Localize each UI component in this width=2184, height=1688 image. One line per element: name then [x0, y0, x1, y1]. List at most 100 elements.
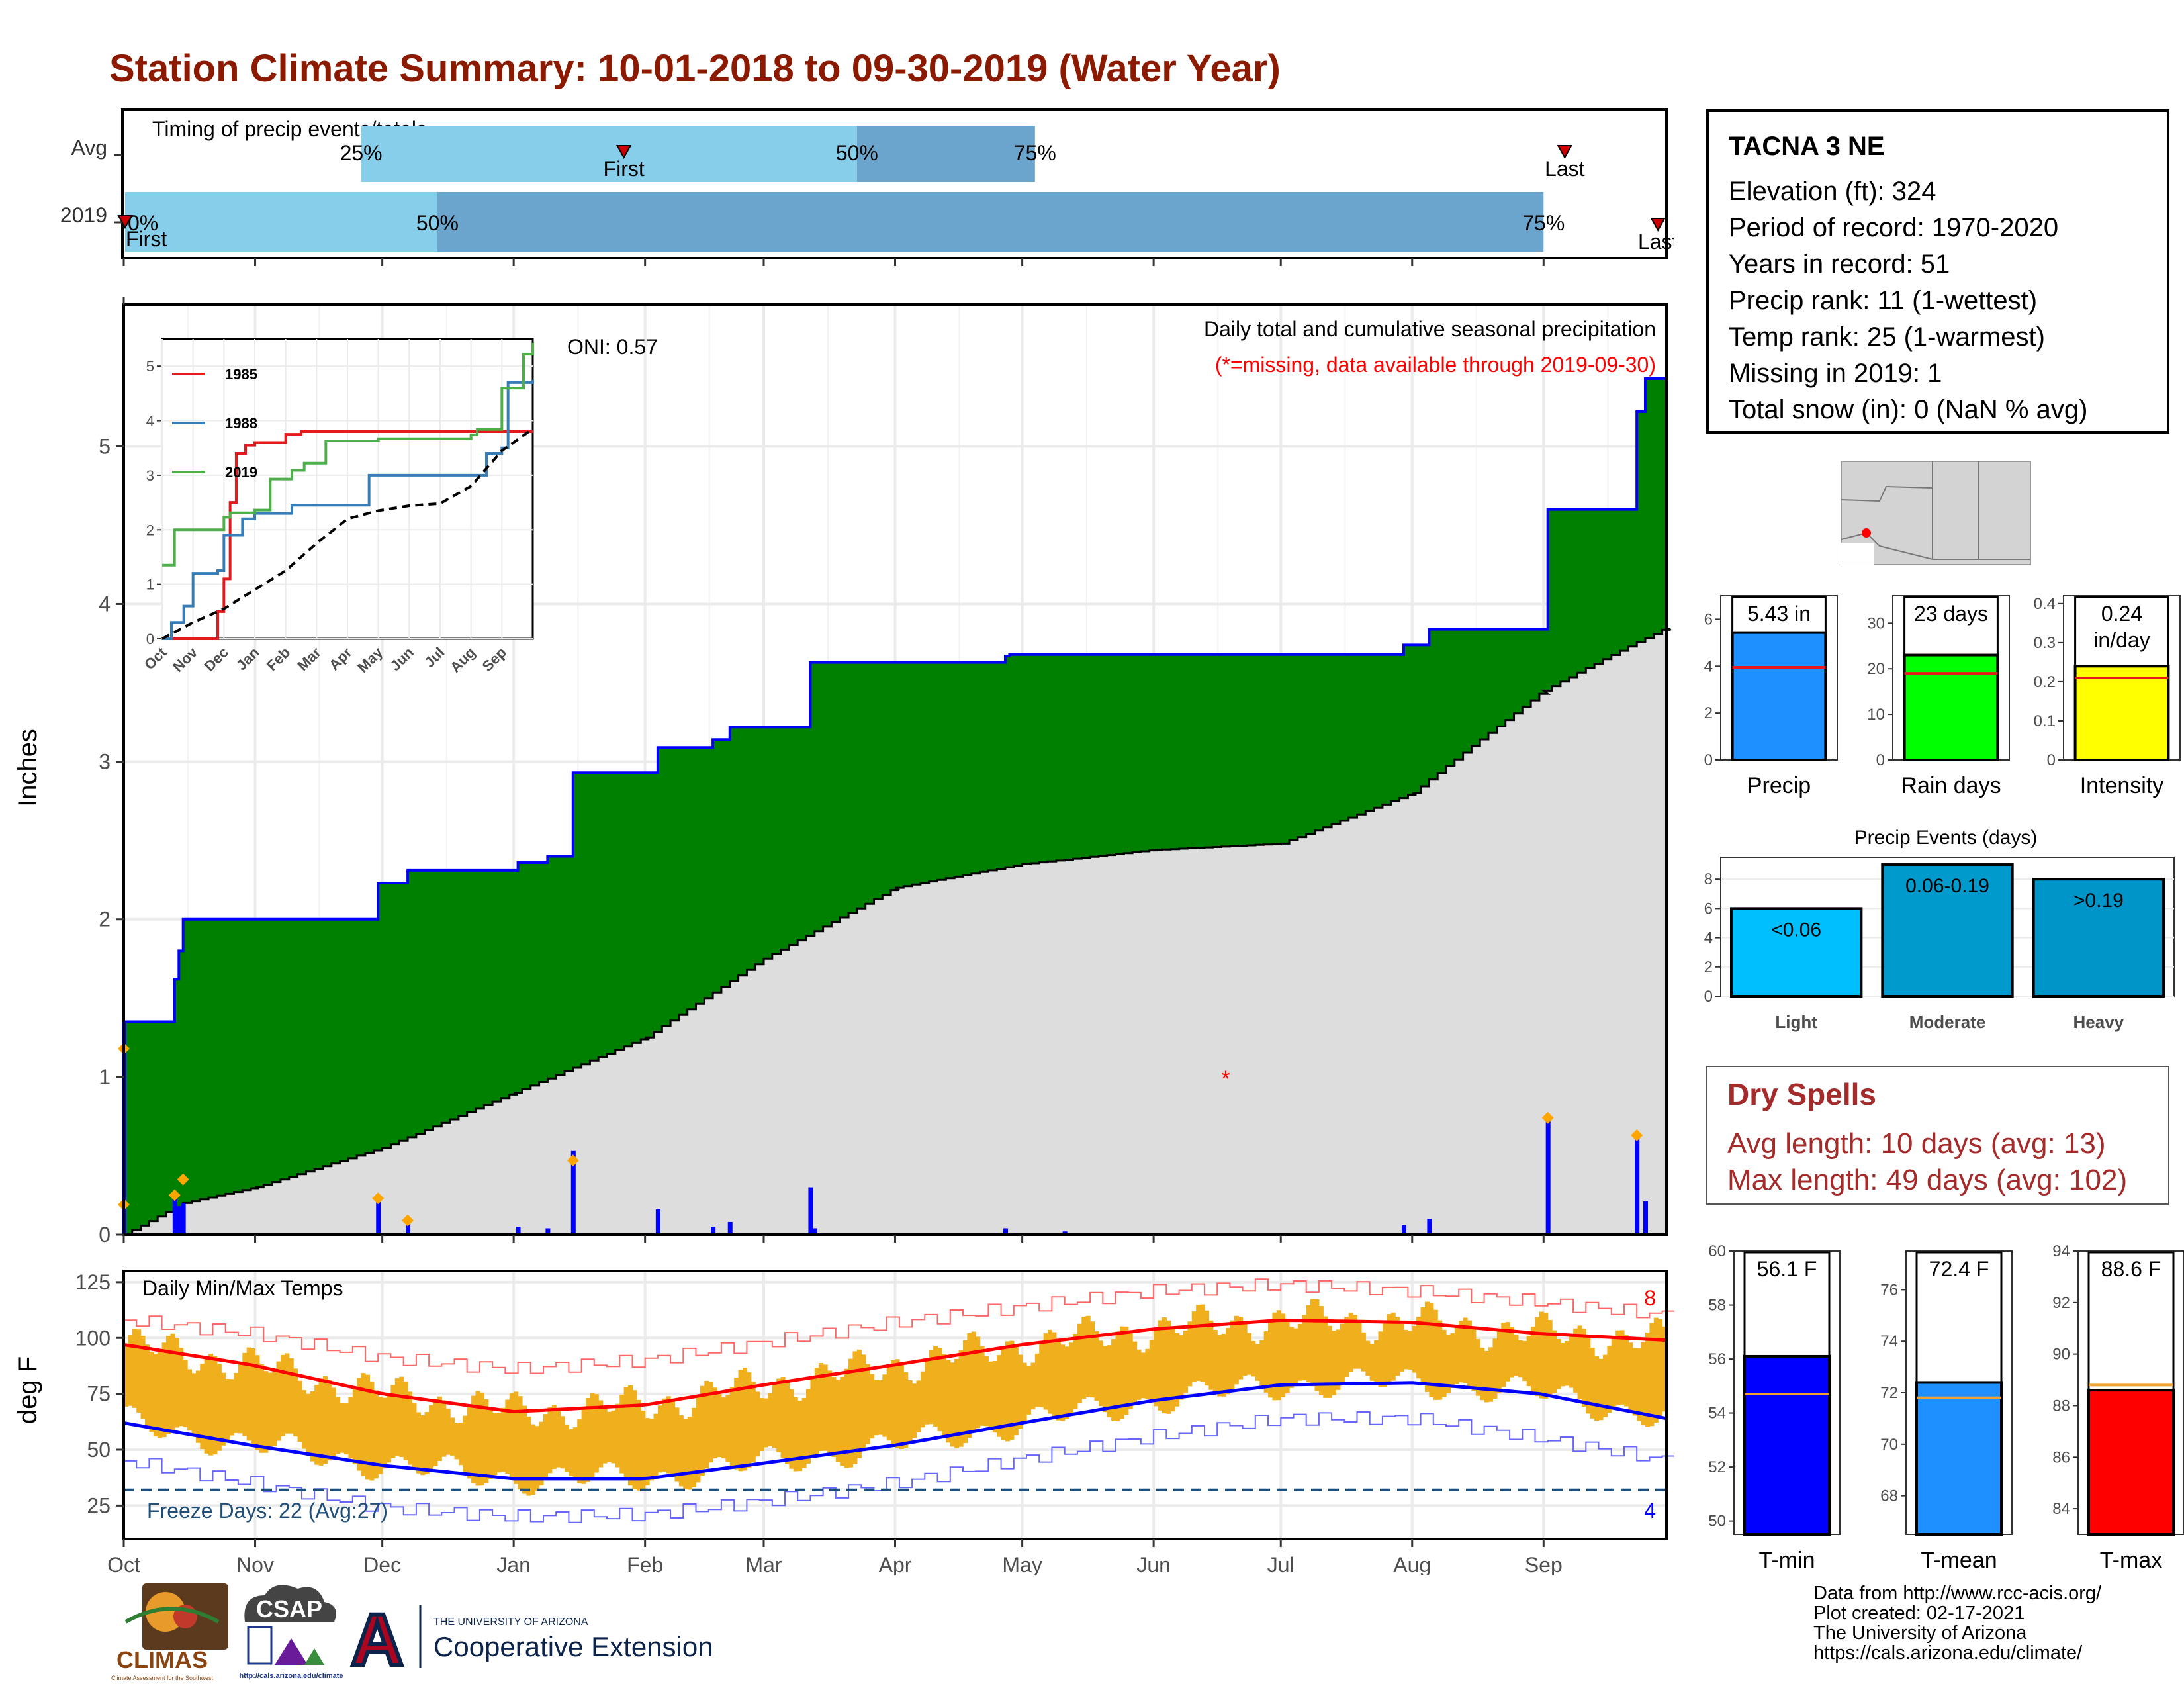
daily-temp-bar — [865, 1364, 870, 1444]
events-y-tick-label: 8 — [1704, 870, 1713, 888]
avg-max-line — [123, 1318, 1667, 1414]
daily-temp-bar — [1623, 1335, 1629, 1407]
daily-temp-bar — [1200, 1304, 1205, 1382]
daily-temp-bar — [844, 1368, 849, 1468]
missing-data-marker: * — [1221, 1066, 1230, 1092]
daily-temp-bar — [293, 1368, 298, 1437]
precip-y-tick-label: 3 — [99, 750, 111, 774]
daily-precip-bar — [808, 1187, 813, 1235]
logos: CLIMAS Climate Assessment for the Southw… — [111, 1583, 713, 1683]
daily-temp-bar — [623, 1387, 629, 1480]
daily-temp-bar — [1212, 1329, 1218, 1394]
daily-temp-bar — [509, 1393, 514, 1479]
daily-temp-bar — [907, 1380, 913, 1444]
daily-temp-bar — [1395, 1317, 1400, 1376]
daily-temp-bar — [1611, 1336, 1616, 1409]
daily-temp-bar — [496, 1413, 502, 1473]
summary-y-tick-label: 74 — [1880, 1333, 1898, 1350]
daily-temp-bar — [674, 1407, 680, 1482]
daily-temp-bar — [373, 1390, 379, 1479]
daily-temp-bar — [1547, 1320, 1553, 1397]
daily-temp-bar — [1259, 1340, 1265, 1387]
daily-temp-bar — [1496, 1329, 1502, 1393]
daily-temp-bar — [1208, 1320, 1214, 1390]
daily-temp-bar — [1429, 1302, 1434, 1397]
daily-temp-bar — [1357, 1322, 1362, 1369]
daily-temp-bar — [569, 1429, 574, 1476]
daily-temp-bar — [1577, 1325, 1582, 1399]
summary-y-tick-label: 50 — [1708, 1513, 1726, 1530]
daily-temp-bar — [543, 1414, 548, 1479]
daily-temp-bar — [1424, 1301, 1430, 1392]
daily-temp-bar — [484, 1399, 489, 1483]
record-high-count: 8 — [1644, 1286, 1656, 1310]
summary-y-tick-label: 0 — [1876, 751, 1885, 769]
precip-ylabel: Inches — [13, 729, 42, 807]
footer-line-2: Plot created: 02-17-2021 — [1813, 1603, 2025, 1624]
daily-temp-bar — [221, 1372, 226, 1446]
daily-temp-bar — [1619, 1330, 1625, 1405]
csap-logo: CSAP http://cals.arizona.edu/climate — [239, 1585, 343, 1680]
station-precip-rank: Precip rank: 11 (1-wettest) — [1729, 286, 2038, 315]
summary-y-tick-label: 0.1 — [2034, 712, 2056, 730]
daily-temp-bar — [1217, 1335, 1222, 1397]
daily-temp-bar — [140, 1335, 146, 1419]
events-bar-moderate — [1881, 863, 2014, 998]
daily-temp-bar — [195, 1370, 201, 1443]
daily-temp-bar — [1332, 1331, 1337, 1395]
timing-avg-p50-label: 50% — [836, 141, 878, 165]
summary-y-tick-label: 0.2 — [2034, 673, 2056, 691]
daily-temp-bar — [1602, 1354, 1608, 1417]
summary-y-tick-label: 0 — [2047, 751, 2056, 769]
daily-temp-bar — [394, 1378, 400, 1456]
daily-temp-bar — [289, 1358, 294, 1434]
daily-temp-bar — [408, 1391, 413, 1465]
daily-temp-bar — [1132, 1341, 1138, 1404]
daily-temp-bar — [1649, 1323, 1655, 1427]
daily-temp-bar — [242, 1352, 248, 1436]
summary-y-tick-label: 6 — [1704, 610, 1713, 628]
daily-temp-bar — [729, 1387, 735, 1466]
daily-temp-bar — [1408, 1331, 1413, 1370]
daily-temp-bar — [390, 1385, 396, 1458]
daily-temp-bar — [1433, 1309, 1438, 1400]
daily-temp-bar — [751, 1382, 756, 1463]
summary-y-tick-label: 94 — [2052, 1243, 2070, 1260]
timing-2019-p75-label: 75% — [1522, 211, 1565, 235]
summary-y-tick-label: 88 — [2052, 1397, 2070, 1415]
daily-temp-bar — [191, 1373, 197, 1436]
events-title: Precip Events (days) — [1854, 827, 2038, 849]
record-max-line — [124, 1278, 1674, 1374]
daily-temp-bar — [1318, 1306, 1324, 1396]
daily-temp-bar — [267, 1372, 273, 1450]
daily-temp-bar — [230, 1379, 235, 1436]
temp-x-tick-label: Sep — [1525, 1553, 1563, 1575]
daily-temp-bar — [1166, 1320, 1171, 1414]
daily-temp-bar — [187, 1369, 193, 1431]
daily-temp-bar — [657, 1405, 662, 1473]
daily-temp-bar — [1522, 1340, 1527, 1382]
daily-temp-bar — [645, 1418, 650, 1486]
temp-y-tick-label: 50 — [87, 1438, 111, 1462]
daily-temp-bar — [352, 1387, 357, 1465]
daily-temp-bar — [1323, 1316, 1328, 1398]
summary-value-label: 88.6 F — [2101, 1257, 2161, 1281]
summary-y-tick-label: 72 — [1880, 1384, 1898, 1402]
daily-temp-bar — [1340, 1323, 1345, 1383]
timing-avg-p75-label: 75% — [1014, 141, 1056, 165]
timing-panel: Timing of precip events/totals Avg 2019 … — [60, 108, 1674, 266]
daily-temp-bar — [225, 1378, 230, 1440]
daily-temp-bar — [1467, 1320, 1473, 1386]
daily-temp-bar — [1637, 1348, 1642, 1421]
daily-temp-bar — [1030, 1362, 1036, 1410]
daily-temp-bar — [797, 1401, 803, 1472]
svg-text:A: A — [351, 1599, 403, 1681]
daily-precip-bar — [570, 1150, 576, 1235]
daily-temp-bar — [1365, 1340, 1371, 1376]
temp-y-tick-label: 25 — [87, 1493, 111, 1517]
precip-summary-charts: 0 2 4 6 5.43 in Precip 0 10 20 30 23 days Rain days… — [1704, 595, 2181, 798]
daily-precip-bar — [177, 1206, 182, 1235]
daily-temp-bar — [530, 1424, 535, 1495]
summary-value-unit: in/day — [2093, 628, 2150, 652]
daily-temp-bar — [526, 1416, 531, 1496]
